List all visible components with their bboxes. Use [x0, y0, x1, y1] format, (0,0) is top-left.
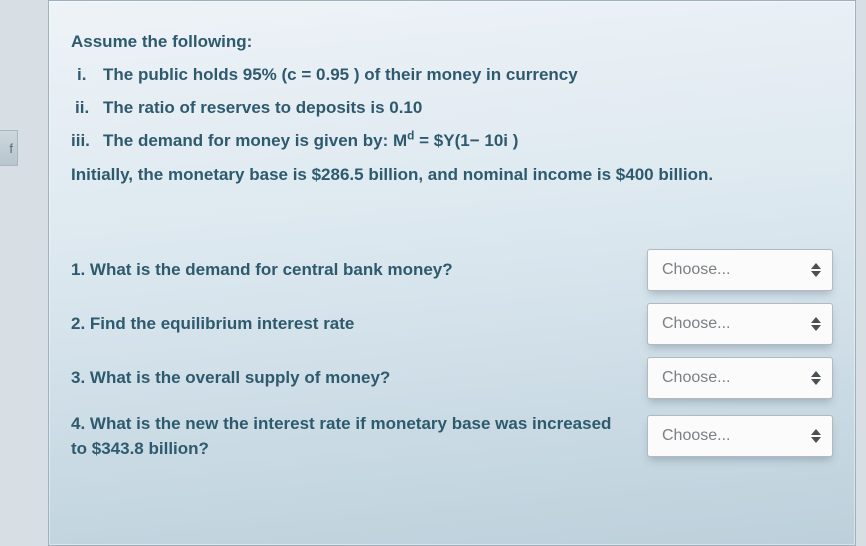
updown-icon — [810, 371, 822, 385]
select-placeholder: Choose... — [662, 369, 810, 387]
intro-closing: Initially, the monetary base is $286.5 b… — [71, 158, 833, 191]
select-placeholder: Choose... — [662, 315, 810, 333]
intro-lead: Assume the following: — [71, 25, 833, 58]
list-marker: i. — [71, 58, 103, 91]
formula-pre: The demand for money is given by: M — [103, 131, 407, 150]
updown-icon — [810, 263, 822, 277]
left-edge-label: f — [9, 141, 13, 156]
intro-block: Assume the following: i. The public hold… — [71, 25, 833, 191]
assumption-text: The demand for money is given by: Md = $… — [103, 124, 833, 157]
question-row-4: 4. What is the new the interest rate if … — [71, 411, 833, 462]
answer-select-q3[interactable]: Choose... — [647, 357, 833, 399]
updown-icon — [810, 429, 822, 443]
updown-icon — [810, 317, 822, 331]
assumption-row-2: ii. The ratio of reserves to deposits is… — [71, 91, 833, 124]
left-edge-tab: f — [0, 130, 18, 166]
question-row-2: 2. Find the equilibrium interest rate Ch… — [71, 303, 833, 345]
question-row-3: 3. What is the overall supply of money? … — [71, 357, 833, 399]
question-label: 4. What is the new the interest rate if … — [71, 411, 629, 462]
question-row-1: 1. What is the demand for central bank m… — [71, 249, 833, 291]
answer-select-q4[interactable]: Choose... — [647, 415, 833, 457]
list-marker: iii. — [71, 124, 103, 157]
spacer — [71, 191, 833, 249]
assumption-row-1: i. The public holds 95% (c = 0.95 ) of t… — [71, 58, 833, 91]
question-label: 3. What is the overall supply of money? — [71, 365, 629, 391]
formula-post: = $Y(1− 10i ) — [414, 131, 518, 150]
assumption-text: The public holds 95% (c = 0.95 ) of thei… — [103, 58, 833, 91]
assumption-text: The ratio of reserves to deposits is 0.1… — [103, 91, 833, 124]
select-placeholder: Choose... — [662, 261, 810, 279]
answer-select-q2[interactable]: Choose... — [647, 303, 833, 345]
question-label: 2. Find the equilibrium interest rate — [71, 311, 629, 337]
assumption-row-3: iii. The demand for money is given by: M… — [71, 124, 833, 157]
list-marker: ii. — [71, 91, 103, 124]
question-card: Assume the following: i. The public hold… — [48, 0, 856, 546]
select-placeholder: Choose... — [662, 427, 810, 445]
question-label: 1. What is the demand for central bank m… — [71, 257, 629, 283]
answer-select-q1[interactable]: Choose... — [647, 249, 833, 291]
